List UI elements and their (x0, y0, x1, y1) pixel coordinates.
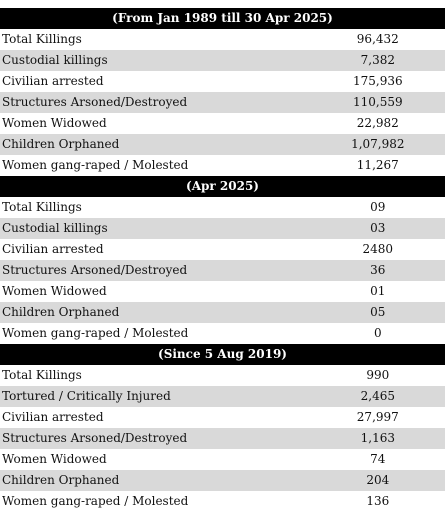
row-label: Women gang-raped / Molested (2, 494, 189, 508)
row-label: Children Orphaned (2, 305, 120, 319)
row-label: Custodial killings (2, 53, 108, 67)
table-row: Structures Arsoned/Destroyed 36 (0, 260, 445, 281)
table-row: Total Killings 96,432 (0, 29, 445, 50)
row-label: Tortured / Critically Injured (2, 389, 171, 403)
row-label: Structures Arsoned/Destroyed (2, 263, 188, 277)
row-value: 136 (366, 494, 390, 508)
table-row: Structures Arsoned/Destroyed 1,163 (0, 428, 445, 449)
table-row: Women gang-raped / Molested 136 (0, 491, 445, 512)
row-value: 1,07,982 (351, 137, 405, 151)
row-value: 1,163 (360, 431, 395, 445)
row-value: 2,465 (360, 389, 395, 403)
table-row: Custodial killings 03 (0, 218, 445, 239)
row-value: 09 (370, 200, 386, 214)
row-value: 0 (373, 326, 382, 340)
row-label: Total Killings (2, 32, 82, 46)
section-header: (Apr 2025) (0, 176, 445, 197)
row-label: Civilian arrested (2, 242, 104, 256)
row-value: 7,382 (360, 53, 395, 67)
row-value: 204 (366, 473, 390, 487)
table-row: Children Orphaned 204 (0, 470, 445, 491)
row-value: 96,432 (356, 32, 399, 46)
table-row: Custodial killings 7,382 (0, 50, 445, 71)
section-header: (From Jan 1989 till 30 Apr 2025) (0, 8, 445, 29)
row-label: Structures Arsoned/Destroyed (2, 431, 188, 445)
row-label: Structures Arsoned/Destroyed (2, 95, 188, 109)
row-value: 110,559 (352, 95, 403, 109)
table-row: Tortured / Critically Injured 2,465 (0, 386, 445, 407)
row-label: Civilian arrested (2, 74, 104, 88)
row-value: 74 (370, 452, 386, 466)
table-row: Women Widowed 22,982 (0, 113, 445, 134)
row-label: Women Widowed (2, 452, 107, 466)
row-value: 175,936 (352, 74, 403, 88)
table-row: Children Orphaned 05 (0, 302, 445, 323)
table-row: Civilian arrested 27,997 (0, 407, 445, 428)
row-label: Children Orphaned (2, 473, 120, 487)
row-value: 11,267 (356, 158, 399, 172)
row-label: Women Widowed (2, 284, 107, 298)
row-label: Custodial killings (2, 221, 108, 235)
row-label: Children Orphaned (2, 137, 120, 151)
table-row: Total Killings 09 (0, 197, 445, 218)
section-header: (Since 5 Aug 2019) (0, 344, 445, 365)
table-row: Children Orphaned 1,07,982 (0, 134, 445, 155)
row-label: Civilian arrested (2, 410, 104, 424)
row-label: Women gang-raped / Molested (2, 326, 189, 340)
row-label: Women gang-raped / Molested (2, 158, 189, 172)
row-value: 990 (366, 368, 390, 382)
table-row: Structures Arsoned/Destroyed 110,559 (0, 92, 445, 113)
row-value: 03 (370, 221, 386, 235)
row-value: 01 (370, 284, 386, 298)
row-value: 36 (370, 263, 386, 277)
table-row: Civilian arrested 2480 (0, 239, 445, 260)
table-row: Women gang-raped / Molested 11,267 (0, 155, 445, 176)
table-row: Women gang-raped / Molested 0 (0, 323, 445, 344)
table-row: Total Killings 990 (0, 365, 445, 386)
table-row: Civilian arrested 175,936 (0, 71, 445, 92)
table-row: Women Widowed 01 (0, 281, 445, 302)
row-value: 22,982 (356, 116, 399, 130)
row-value: 2480 (362, 242, 394, 256)
row-value: 27,997 (356, 410, 399, 424)
row-label: Total Killings (2, 200, 82, 214)
row-label: Women Widowed (2, 116, 107, 130)
table-row: Women Widowed 74 (0, 449, 445, 470)
row-value: 05 (370, 305, 386, 319)
row-label: Total Killings (2, 368, 82, 382)
